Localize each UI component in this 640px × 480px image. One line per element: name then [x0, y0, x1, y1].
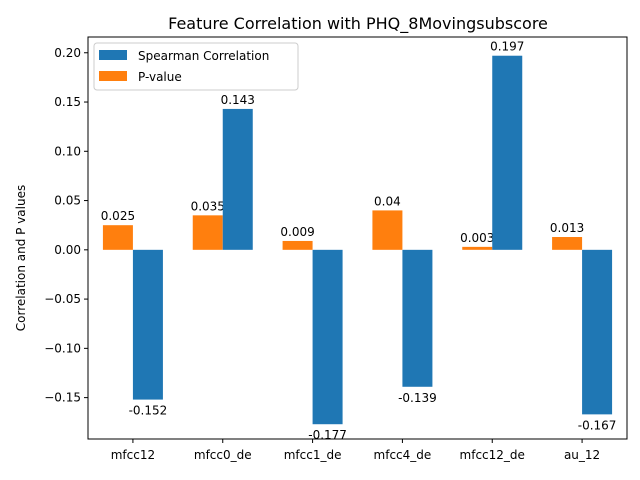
y-axis-label: Correlation and P values [14, 185, 28, 331]
spearman-bar-mfcc4_de [402, 249, 433, 387]
x-tick-label-mfcc12_de: mfcc12_de [460, 448, 525, 462]
y-tick-label: 0.20 [54, 46, 81, 60]
pvalue-label-mfcc1_de: 0.009 [280, 225, 314, 239]
x-tick-label-mfcc0_de: mfcc0_de [194, 448, 252, 462]
pvalue-bar-mfcc12 [102, 225, 133, 250]
pvalue-label-mfcc12_de: 0.003 [460, 231, 494, 245]
y-tick-label: 0.15 [54, 95, 81, 109]
pvalue-label-mfcc4_de: 0.04 [374, 194, 401, 208]
y-tick-label: −0.10 [44, 341, 81, 355]
legend-box [93, 42, 299, 91]
x-tick-label-mfcc4_de: mfcc4_de [374, 448, 432, 462]
x-tick-label-mfcc1_de: mfcc1_de [284, 448, 342, 462]
spearman-bar-mfcc1_de [312, 249, 343, 425]
x-ticks: mfcc12 mfcc0_de mfcc1_de mfcc4_de mfcc12_de a… [111, 439, 600, 462]
pvalue-bar-mfcc4_de [372, 210, 403, 250]
chart-title: Feature Correlation with PHQ_8Movingsubs… [168, 14, 548, 34]
legend-swatch [99, 50, 127, 60]
pvalue-bar-mfcc0_de [192, 215, 223, 250]
legend-swatch [99, 71, 127, 81]
y-tick-label: 0.10 [54, 144, 81, 158]
y-tick-label: −0.15 [44, 391, 81, 405]
x-tick-label-mfcc12: mfcc12 [111, 448, 155, 462]
spearman-bar-au_12 [582, 249, 613, 415]
y-tick-label: 0.00 [54, 243, 81, 257]
legend-label: P-value [138, 70, 182, 84]
pvalue-label-au_12: 0.013 [550, 221, 584, 235]
pvalue-bar-mfcc12_de [462, 246, 493, 250]
spearman-bar-mfcc12_de [492, 55, 523, 250]
spearman-label-au_12: -0.167 [578, 418, 617, 432]
pvalue-label-mfcc0_de: 0.035 [191, 199, 225, 213]
spearman-bar-mfcc0_de [222, 108, 253, 250]
spearman-label-mfcc12_de: 0.197 [490, 40, 524, 54]
legend-label: Spearman Correlation [138, 49, 269, 63]
y-ticks: −0.15 −0.10 −0.05 0.00 0.05 0.10 0.15 0.20 [44, 46, 88, 405]
pvalue-bar-mfcc1_de [282, 240, 313, 250]
x-tick-label-au_12: au_12 [564, 448, 600, 462]
pvalue-bar-au_12 [552, 237, 583, 250]
spearman-label-mfcc1_de: -0.177 [308, 428, 347, 442]
spearman-bar-mfcc12 [132, 249, 163, 400]
plot-frame [87, 36, 628, 440]
bars-layer: 0.025 0.035 0.009 0.04 0.003 0.013 -0.152 0.143… [101, 40, 617, 442]
spearman-label-mfcc0_de: 0.143 [221, 93, 255, 107]
spearman-label-mfcc12: -0.152 [129, 404, 168, 418]
y-tick-label: 0.05 [54, 194, 81, 208]
spearman-label-mfcc4_de: -0.139 [398, 391, 437, 405]
y-tick-label: −0.05 [44, 292, 81, 306]
legend: Spearman Correlation P-value [93, 42, 299, 91]
pvalue-label-mfcc12: 0.025 [101, 209, 135, 223]
